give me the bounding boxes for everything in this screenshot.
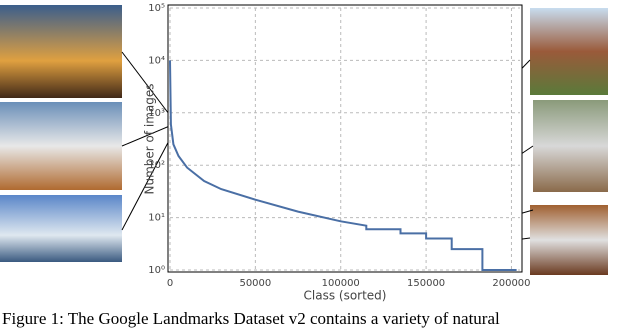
photo <box>530 205 608 275</box>
data-line <box>169 60 517 271</box>
y-tick-label: 10¹ <box>148 213 165 224</box>
y-tick-label: 10⁰ <box>148 265 165 276</box>
x-tick-label: 50000 <box>239 278 271 289</box>
y-tick-label: 10³ <box>148 108 165 119</box>
x-tick-label: 200000 <box>492 278 530 289</box>
caption: Figure 1: The Google Landmarks Dataset v… <box>2 309 500 328</box>
x-tick-label: 100000 <box>322 278 360 289</box>
photo <box>530 8 608 95</box>
y-axis-label: Number of images <box>143 83 157 194</box>
plot-area <box>167 4 523 273</box>
photo <box>0 5 122 98</box>
y-tick-label: 10² <box>148 160 165 171</box>
x-axis-label: Class (sorted) <box>304 289 387 303</box>
y-tick-label: 10⁴ <box>148 55 165 66</box>
x-tick-label: 150000 <box>407 278 445 289</box>
photo <box>533 100 608 192</box>
photo <box>0 102 122 190</box>
y-tick-label: 10⁵ <box>148 3 165 14</box>
photo <box>0 195 122 262</box>
x-tick-label: 0 <box>167 278 173 289</box>
